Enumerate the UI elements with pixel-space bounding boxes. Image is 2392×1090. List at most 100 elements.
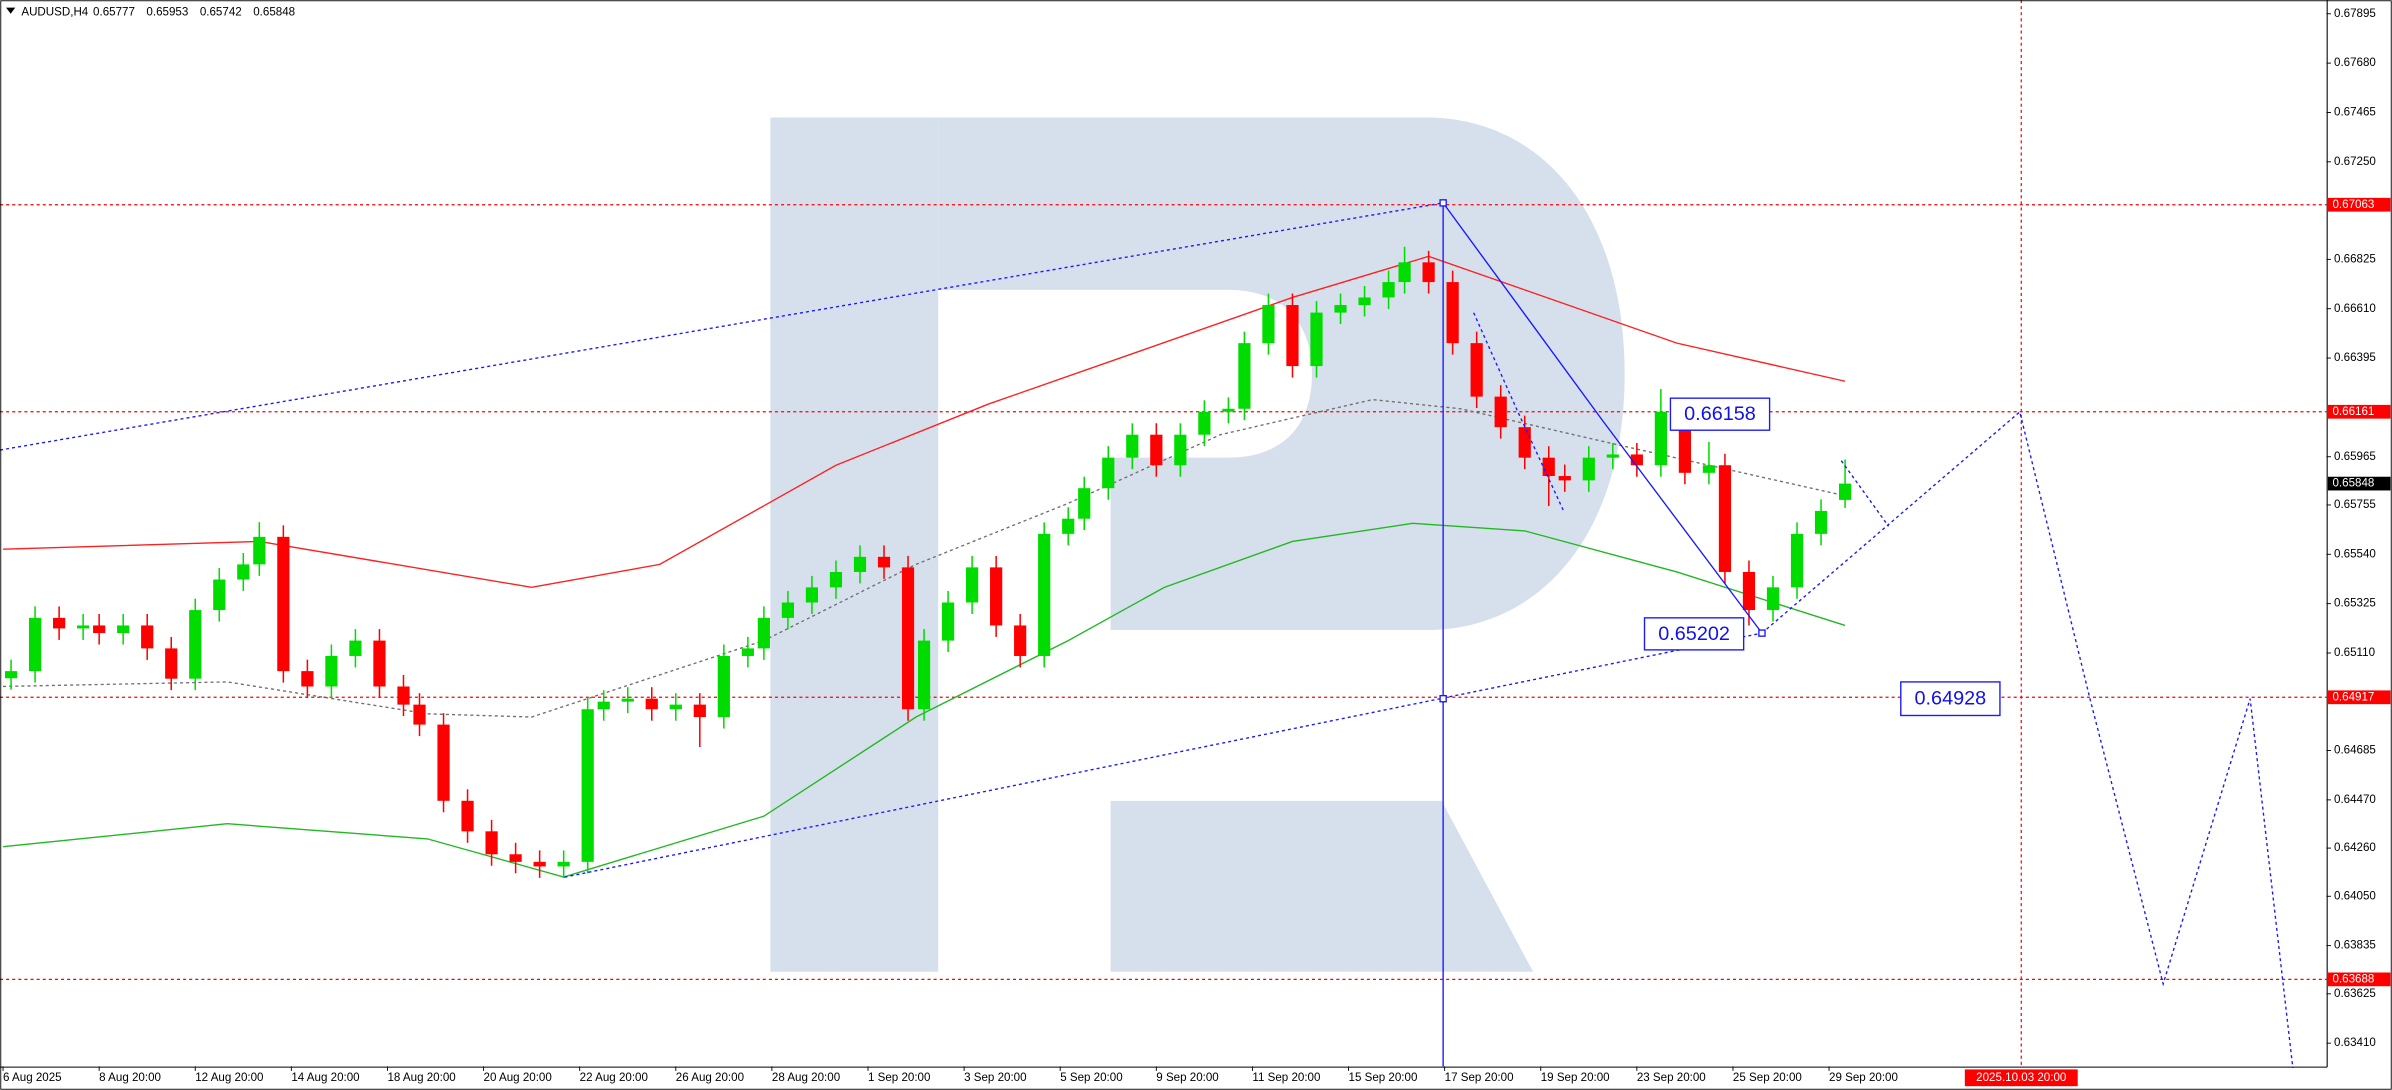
candle-body <box>757 617 770 649</box>
candle-body <box>966 567 979 603</box>
candle-body <box>1102 457 1115 489</box>
annotation-box <box>1669 397 1771 431</box>
anchor <box>1439 199 1447 207</box>
symbol: AUDUSD,H4 <box>21 6 88 18</box>
candle-body <box>4 671 18 679</box>
candle-body <box>1446 282 1459 344</box>
candle-body <box>557 861 570 867</box>
y-tick-label: 0.66395 <box>2334 352 2376 364</box>
candle-body <box>413 704 426 725</box>
moving-average <box>2 522 1846 878</box>
candle-body <box>1150 434 1163 466</box>
candle-body <box>277 536 290 672</box>
candle-body <box>1718 465 1732 572</box>
candle-body <box>1334 305 1347 313</box>
candle-body <box>141 625 154 649</box>
anchor <box>1439 694 1447 703</box>
candle-body <box>917 640 931 710</box>
candle-body <box>1398 262 1411 283</box>
candle-body <box>1790 533 1804 588</box>
y-tick-label: 0.67465 <box>2334 107 2376 119</box>
candle-body <box>1814 510 1828 534</box>
candle-body <box>645 698 658 710</box>
candle-body <box>301 671 314 687</box>
candle-body <box>1766 587 1780 611</box>
candle-body <box>1582 457 1595 481</box>
candle-body <box>1222 408 1235 412</box>
level-label-box <box>2327 690 2391 705</box>
candle-body <box>1286 305 1299 367</box>
watermark-stem <box>770 117 939 972</box>
y-tick-label: 0.66610 <box>2334 303 2376 315</box>
moving-average <box>3 255 1846 589</box>
x-tick-label: 26 Aug 20:00 <box>676 1072 744 1084</box>
candle-body <box>213 579 226 611</box>
y-tick-label: 0.67250 <box>2334 156 2376 168</box>
anchor <box>1758 629 1766 637</box>
x-tick-label: 11 Sep 20:00 <box>1252 1072 1320 1084</box>
header-high: 0.65953 <box>146 6 188 18</box>
candle-body <box>1174 434 1187 466</box>
candle-body <box>509 854 522 862</box>
y-tick-label: 0.63835 <box>2334 940 2376 952</box>
candle-body <box>901 567 915 710</box>
x-tick-label: 14 Aug 20:00 <box>291 1072 359 1084</box>
analysis-drawings <box>0 199 2294 1068</box>
candle-body <box>1630 454 1643 466</box>
trend-line <box>564 632 1763 878</box>
candle-body <box>373 640 386 687</box>
y-tick-label: 0.67895 <box>2334 8 2376 20</box>
level-label: 0.67063 <box>2333 199 2375 211</box>
date-label: 2025.10.03 20:00 <box>1976 1072 2066 1084</box>
candle-body <box>397 686 410 705</box>
candle-body <box>165 648 178 679</box>
x-tick-label: 15 Sep 20:00 <box>1349 1072 1418 1084</box>
level-label: 0.64917 <box>2333 691 2375 703</box>
x-tick-label: 22 Aug 20:00 <box>580 1072 648 1084</box>
level-label: 0.66161 <box>2333 406 2375 418</box>
level-label-box <box>2327 197 2391 212</box>
wave-line <box>1840 460 1890 527</box>
level-label-box <box>2327 972 2391 987</box>
annotation: 0.64928 <box>1915 688 1987 710</box>
candle-body <box>1262 305 1275 344</box>
x-tick-label: 6 Aug 2025 <box>3 1072 62 1084</box>
candle-body <box>1654 411 1667 466</box>
candle-body <box>1422 262 1435 283</box>
y-tick-label: 0.64050 <box>2334 890 2376 902</box>
current-price-box <box>2327 476 2391 491</box>
candle-body <box>1198 411 1211 435</box>
candle-body <box>437 724 450 801</box>
level-label-box <box>2327 404 2391 419</box>
candle-body <box>741 648 754 656</box>
candle-body <box>28 617 42 672</box>
x-tick-label: 5 Sep 20:00 <box>1060 1072 1122 1084</box>
watermark <box>770 117 1625 972</box>
x-tick-label: 17 Sep 20:00 <box>1445 1072 1514 1084</box>
candle-body <box>781 602 795 618</box>
current-price-label: 0.65848 <box>2333 478 2375 490</box>
date-label-box <box>1964 1069 2078 1087</box>
indicator-layer <box>0 0 2327 1067</box>
candle-body <box>877 556 891 568</box>
level-label: 0.63688 <box>2333 973 2375 985</box>
forecast-line <box>1761 410 2294 1068</box>
candle-body <box>693 704 706 718</box>
candle-body <box>1382 282 1395 298</box>
candle-body <box>349 640 362 656</box>
x-tick-label: 19 Sep 20:00 <box>1541 1072 1610 1084</box>
candle-body <box>77 625 90 629</box>
header-open: 0.65777 <box>93 6 135 18</box>
annotation-box <box>1900 681 2001 717</box>
candle-body <box>853 556 867 572</box>
candle-body <box>621 698 634 702</box>
candle-body <box>1742 571 1756 611</box>
candle-body <box>1470 343 1483 397</box>
header-low: 0.65742 <box>200 6 242 18</box>
candle-body <box>1494 396 1507 428</box>
y-tick-label: 0.65755 <box>2334 499 2376 511</box>
moving-average <box>3 398 1846 718</box>
candle-body <box>581 709 594 862</box>
